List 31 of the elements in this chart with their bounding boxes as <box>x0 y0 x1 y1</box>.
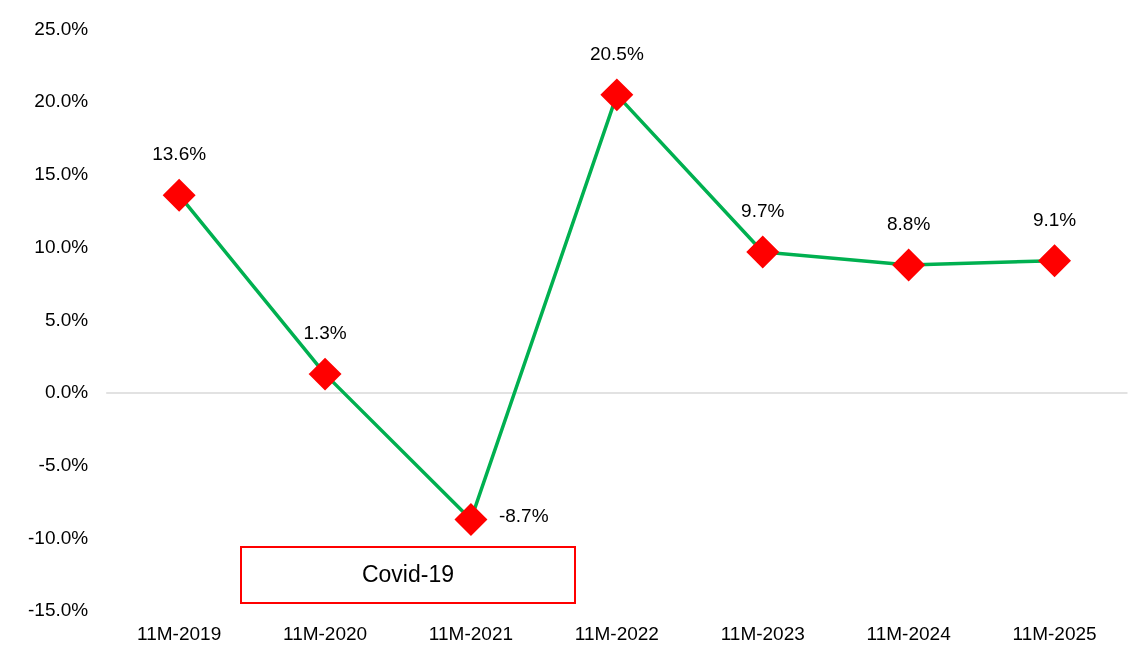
data-label: -8.7% <box>498 504 549 526</box>
x-tick-label: 11M-2019 <box>137 622 222 644</box>
x-tick-label: 11M-2022 <box>574 622 659 644</box>
point <box>455 503 487 536</box>
point <box>1038 244 1071 277</box>
point <box>163 179 195 211</box>
x-tick-label: 11M-2023 <box>720 622 805 644</box>
y-tick-label: 10.0% <box>34 235 89 257</box>
data-label: 9.7% <box>741 200 785 222</box>
y-tick-label: 15.0% <box>34 163 89 185</box>
x-tick-label: 11M-2024 <box>866 622 952 644</box>
framed-note: Covid-19 <box>240 545 576 604</box>
y-tick-label: -15.0% <box>28 599 89 621</box>
y-tick-label: 25.0% <box>34 17 89 39</box>
point <box>892 249 925 281</box>
point <box>747 236 779 268</box>
y-tick-label: -5.0% <box>38 453 89 475</box>
x-tick-label: 11M-2025 <box>1012 622 1097 644</box>
x-tick-label: 11M-2021 <box>428 622 514 644</box>
data-label: 20.5% <box>589 43 644 65</box>
y-tick-label: 5.0% <box>44 308 89 330</box>
y-tick-label: -10.0% <box>28 526 89 548</box>
point <box>309 358 341 390</box>
y-tick-label: 20.0% <box>34 90 89 112</box>
y-tick-label: 0.0% <box>44 381 89 403</box>
data-label: 13.6% <box>152 143 207 165</box>
data-label: 9.1% <box>1032 208 1077 230</box>
data-label: 1.3% <box>303 322 347 344</box>
point <box>601 79 633 111</box>
data-label: 8.8% <box>886 213 931 235</box>
x-tick-label: 11M-2020 <box>282 622 368 644</box>
